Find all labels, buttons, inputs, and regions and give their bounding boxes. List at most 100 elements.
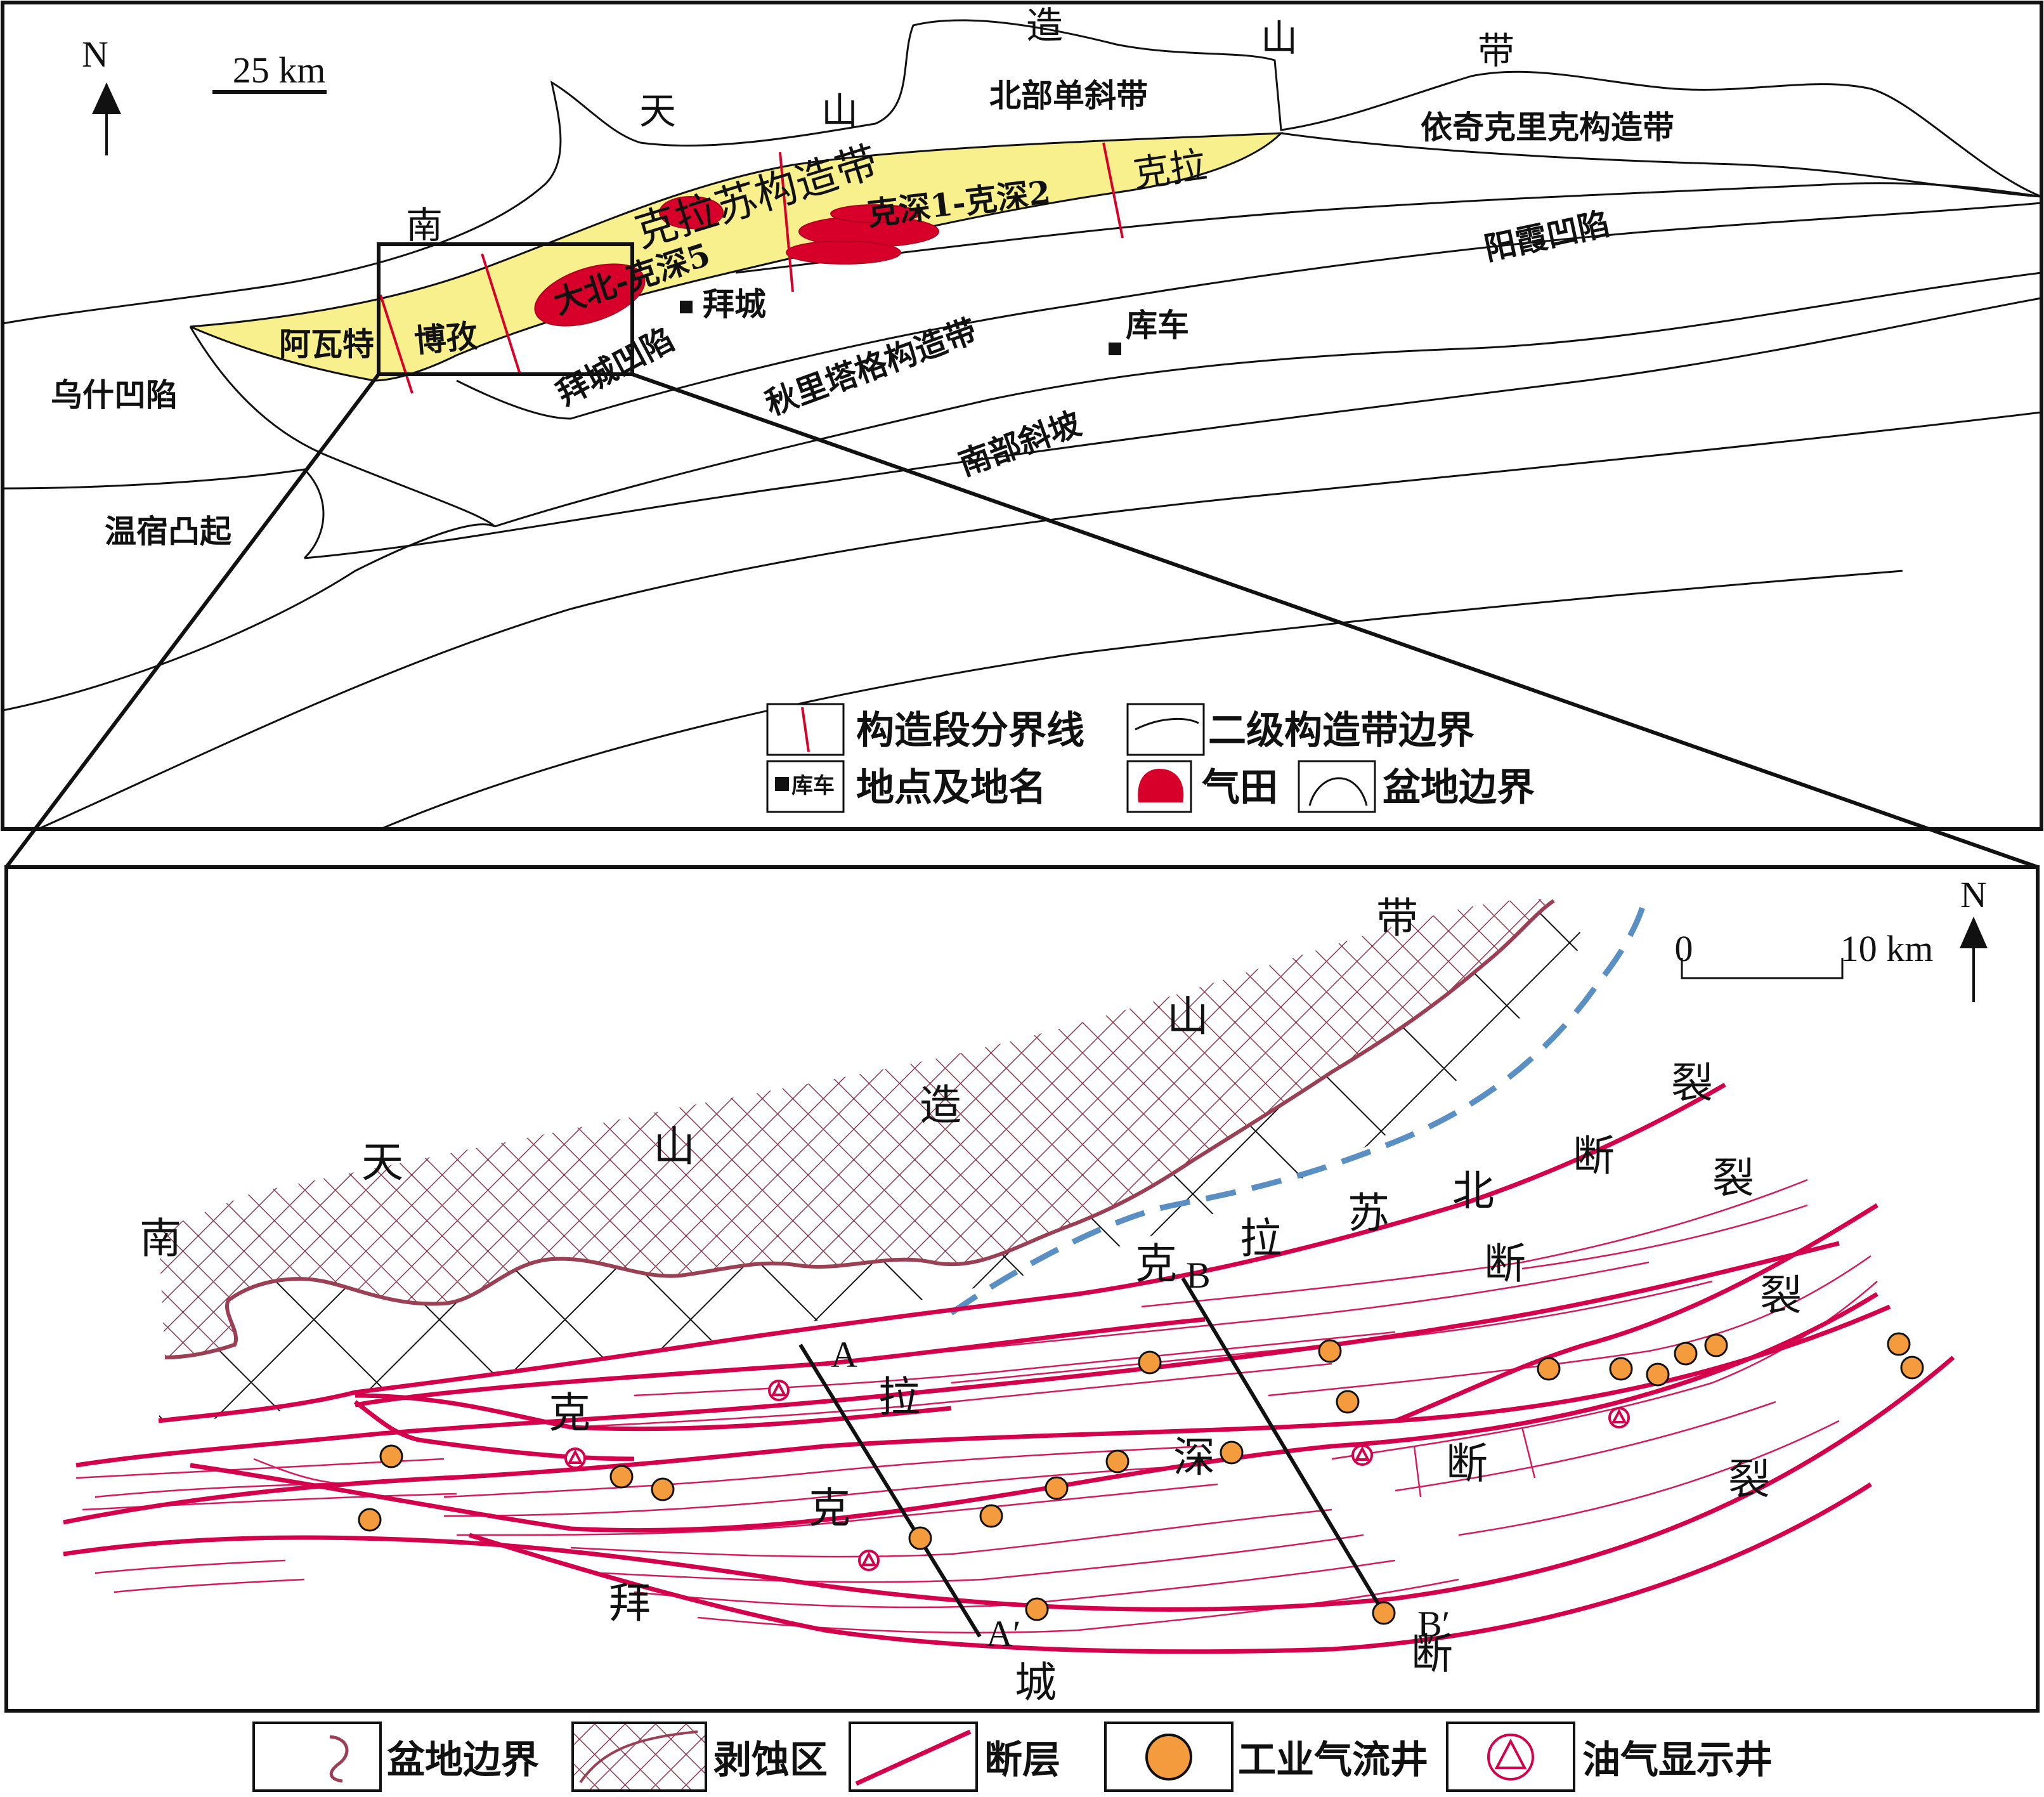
label-wushi: 乌什凹陷 (51, 376, 178, 414)
bottom-legend: 盆地边界 剥蚀区 断层 工业气流井 油气显示井 (252, 1722, 1773, 1792)
legend-location: 地点及地名 (856, 766, 1046, 810)
label-yiqikelike: 依奇克里克构造带 (1421, 108, 1674, 146)
erosion-area (159, 899, 1554, 1357)
label-su: 苏 (1348, 1189, 1390, 1238)
label-dai: 带 (1478, 29, 1514, 72)
lower-boundary-2 (380, 570, 1903, 829)
show-wells (564, 1380, 1630, 1571)
location-marker-icon (1109, 343, 1121, 355)
gas-field-kelasu-1 (659, 196, 724, 229)
gas-well-icon (1145, 1734, 1192, 1781)
location-kuche: 库车 (1109, 306, 1189, 355)
kelasu-belt-outline (190, 132, 1284, 382)
secondary-boundary-icon (1135, 718, 1199, 731)
legend-gas-well: 工业气流井 (1238, 1738, 1428, 1782)
gas-well (1646, 1362, 1670, 1387)
label-baicheng-sag: 拜城凹陷 (550, 320, 680, 413)
label-lie4: 裂 (1728, 1455, 1770, 1504)
gas-well (1674, 1342, 1698, 1366)
legend-erosion: 剥蚀区 (713, 1738, 828, 1782)
label-duan1: 断 (1573, 1132, 1615, 1180)
gas-field-keshen-2 (786, 240, 901, 265)
legend-segment-boundary: 构造段分界线 (856, 709, 1084, 753)
label-shan2: 山 (1167, 992, 1209, 1041)
north-label: N (1960, 874, 1987, 915)
north-arrow: N (82, 34, 121, 155)
label-yangxia: 阳霞凹陷 (1481, 204, 1613, 267)
qiulitage-north (456, 202, 2041, 420)
label-kuche: 库车 (1126, 306, 1189, 344)
gas-well (1336, 1390, 1360, 1414)
gas-well (908, 1526, 932, 1550)
label-north-monocline: 北部单斜带 (989, 77, 1148, 114)
label-shan: 山 (821, 89, 858, 133)
gas-well (379, 1444, 403, 1468)
show-well (1608, 1407, 1630, 1428)
scale-ten: 10 km (1840, 928, 1934, 969)
gas-well (1318, 1339, 1342, 1363)
label-ke-b: 克 (809, 1484, 850, 1532)
segment-line (1102, 142, 1124, 239)
label-dai: 带 (1376, 894, 1418, 943)
label-kela: 克拉 (1130, 143, 1209, 195)
faults (63, 1082, 1955, 1654)
wensu-boundary (3, 523, 495, 712)
detail-map: 南 天 山 造 山 带 克 拉 克 拉 苏 北 断 裂 断 裂 克 深 断 裂 … (4, 865, 2040, 1713)
erosion-edge (164, 899, 1555, 1359)
basin-boundary-line (3, 19, 2041, 325)
label-south-slope: 南部斜坡 (954, 404, 1086, 483)
gas-wells (358, 1332, 1924, 1625)
show-well (1351, 1444, 1373, 1466)
legend-secondary-boundary: 二级构造带边界 (1208, 709, 1474, 753)
gas-well (609, 1465, 634, 1489)
label-section-a: A (831, 1334, 857, 1375)
scale-bar: 25 km (212, 49, 327, 94)
label-shen: 深 (1173, 1433, 1215, 1482)
overview-legend: 构造段分界线 二级构造带边界 库车 地点及地名 气田 盆地边界 (766, 703, 1535, 813)
label-duan3: 断 (1446, 1439, 1488, 1488)
gas-well (1025, 1597, 1049, 1621)
label-shan-top: 山 (1261, 16, 1298, 60)
label-ke-a: 克 (549, 1389, 590, 1437)
fault-keshen-2 (190, 1292, 1878, 1533)
location-baicheng: 拜城 (680, 285, 766, 323)
label-lie3: 裂 (1760, 1271, 1802, 1320)
legend-gas-field: 气田 (1202, 766, 1278, 810)
label-section-b2: B′ (1417, 1604, 1450, 1645)
gas-well (1704, 1333, 1728, 1357)
label-duan4: 断 (1411, 1630, 1453, 1678)
gas-well (1220, 1441, 1244, 1465)
show-well (858, 1550, 880, 1571)
segment-boundary-icon (801, 707, 810, 752)
coarse-hatch-zone (159, 901, 1585, 1421)
inset-frame (377, 242, 634, 376)
label-zao: 造 (920, 1081, 961, 1130)
gas-field-keshen-3 (830, 204, 920, 223)
erosion-icon (579, 1730, 698, 1784)
label-ke-c: 克 (1135, 1239, 1177, 1288)
inset-connector-left (4, 373, 381, 868)
gas-well (1537, 1357, 1561, 1381)
fault-baicheng (63, 1356, 1955, 1612)
label-section-a2: A′ (986, 1613, 1021, 1654)
show-well-icon (1487, 1734, 1534, 1781)
gas-well (1372, 1601, 1396, 1625)
label-baicheng: 拜城 (703, 285, 766, 323)
gas-well (651, 1477, 675, 1501)
fault-kelasu-2 (75, 1241, 1840, 1468)
section-line-b (1181, 1277, 1386, 1616)
label-duan2: 断 (1484, 1239, 1526, 1288)
gas-well (1138, 1350, 1162, 1375)
section-lines (798, 1277, 1386, 1638)
show-well (564, 1447, 586, 1469)
inset-connector-right (632, 372, 2038, 869)
wushi-south (3, 468, 325, 559)
gas-well (1887, 1332, 1911, 1356)
location-marker-icon (680, 301, 693, 313)
segment-line (481, 253, 521, 375)
segment-boundaries (379, 142, 1124, 394)
overview-map: N 25 km 造 山 带 天 山 南 北部单斜带 依奇克里克构造带 克拉苏构造… (1, 1, 2043, 869)
north-arrow-icon (92, 82, 121, 114)
detail-north-arrow: N (1960, 874, 1988, 1002)
scale-zero: 0 (1675, 928, 1693, 969)
